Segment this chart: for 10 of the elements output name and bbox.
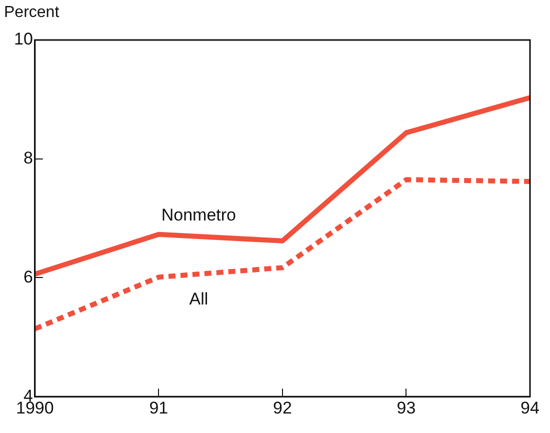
series-label: Nonmetro: [161, 206, 236, 225]
x-tick-label: 93: [396, 398, 416, 418]
y-tick-label: 10: [14, 30, 33, 49]
y-tick-label: 8: [23, 148, 33, 168]
x-tick-label: 92: [272, 398, 292, 418]
y-tick-label: 6: [23, 267, 33, 286]
y-axis-title: Percent: [4, 4, 60, 22]
series-label: All: [189, 289, 208, 308]
x-tick-label: 94: [520, 398, 540, 418]
x-tick-label: 91: [149, 398, 168, 418]
